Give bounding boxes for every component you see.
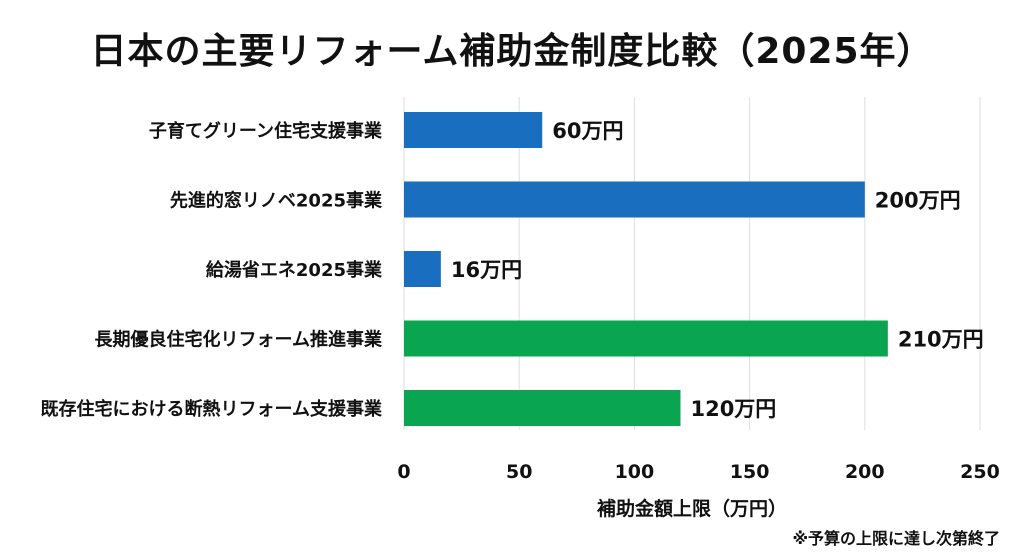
data-label: 120万円 [690, 397, 776, 421]
bar [404, 181, 865, 218]
bar [404, 251, 441, 287]
x-axis-label: 補助金額上限（万円） [596, 497, 787, 520]
y-tick-label: 既存住宅における断熱リフォーム支援事業 [41, 398, 383, 420]
y-tick-label: 子育てグリーン住宅支援事業 [149, 120, 383, 142]
x-tick-label: 0 [397, 461, 410, 483]
y-tick-label: 長期優良住宅化リフォーム推進事業 [95, 329, 383, 351]
y-tick-label: 先進的窓リノベ2025事業 [170, 190, 383, 212]
x-tick-label: 250 [960, 461, 1000, 483]
footnote: ※予算の上限に達し次第終了 [792, 529, 1000, 548]
bar [404, 112, 543, 148]
data-label: 200万円 [875, 189, 961, 213]
data-label: 210万円 [898, 328, 984, 352]
y-tick-label: 給湯省エネ2025事業 [206, 259, 383, 281]
bar [404, 390, 681, 426]
bar [404, 320, 888, 357]
x-tick-label: 200 [845, 461, 885, 483]
chart-title: 日本の主要リフォーム補助金制度比較（2025年） [90, 31, 934, 72]
x-tick-label: 50 [506, 461, 532, 483]
data-label: 16万円 [451, 258, 522, 282]
data-label: 60万円 [552, 119, 623, 143]
x-tick-label: 100 [615, 461, 655, 483]
x-tick-label: 150 [730, 461, 770, 483]
